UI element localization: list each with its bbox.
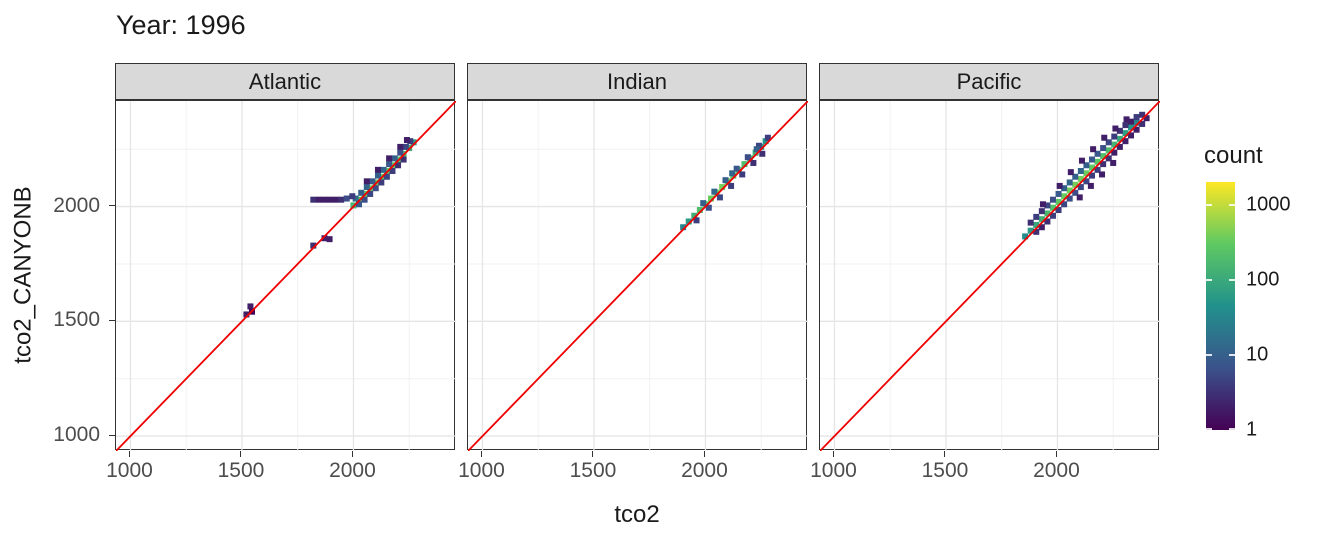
- x-tick-label: 2000: [681, 459, 728, 482]
- plot-panel: [115, 100, 456, 451]
- y-axis-tick: [109, 205, 115, 207]
- x-axis-tick: [703, 451, 705, 457]
- legend-title: count: [1204, 142, 1263, 169]
- panel-canvas: [820, 101, 1160, 451]
- facet-pacific: Pacific 1000 1500 2000: [810, 63, 1160, 493]
- colorbar-tick: [1206, 353, 1212, 356]
- y-tick-label: 1500: [53, 308, 100, 332]
- x-axis-tick: [832, 451, 834, 457]
- plot-panel: [467, 100, 808, 451]
- facet-atlantic: Atlantic 1000 1500 2000: [106, 63, 456, 493]
- x-tick-label: 1000: [810, 459, 857, 482]
- x-axis-tick: [944, 451, 946, 457]
- y-tick-label: 1000: [53, 423, 100, 447]
- y-axis-tick: [109, 319, 115, 321]
- facet-strip: Indian: [467, 63, 807, 100]
- x-tick-label: 1500: [921, 459, 969, 482]
- x-tick-label: 1500: [569, 459, 617, 482]
- y-axis-title-text: tco2_CANYONB: [10, 186, 37, 364]
- facet-strip-label: Pacific: [956, 68, 1022, 94]
- colorbar-gradient: [1206, 182, 1235, 430]
- x-axis-tick: [240, 451, 242, 457]
- facet-strip: Atlantic: [115, 63, 455, 100]
- colorbar-tick: [1229, 278, 1235, 281]
- x-axis-tick: [128, 451, 130, 457]
- panel-canvas: [468, 101, 808, 451]
- x-axis-tick: [1055, 451, 1057, 457]
- colorbar-tick-label: 10: [1246, 343, 1269, 366]
- x-tick-label: 1000: [458, 459, 505, 482]
- colorbar-tick-label: 1000: [1246, 193, 1291, 216]
- plot-title: Year: 1996: [116, 10, 246, 40]
- colorbar-tick: [1229, 353, 1235, 356]
- colorbar-tick: [1229, 428, 1235, 430]
- y-tick-label: 2000: [53, 193, 100, 217]
- y-axis-tick-labels: 1000 1500 2000: [38, 100, 106, 450]
- colorbar-tick: [1206, 203, 1212, 206]
- facet-strip-label: Atlantic: [248, 68, 322, 94]
- x-tick-label: 2000: [329, 459, 376, 482]
- colorbar-tick: [1206, 278, 1212, 281]
- x-axis-tick: [592, 451, 594, 457]
- y-axis-tick: [109, 434, 115, 436]
- facet-strip: Pacific: [819, 63, 1159, 100]
- x-axis-tick: [351, 451, 353, 457]
- y-axis-title: tco2_CANYONB: [6, 100, 42, 450]
- colorbar-tick-label: 100: [1246, 268, 1280, 291]
- facet-strip-label: Indian: [607, 68, 667, 94]
- x-tick-label: 1000: [106, 459, 153, 482]
- x-axis-title: tco2: [614, 501, 660, 528]
- colorbar-tick: [1229, 203, 1235, 206]
- colorbar-tick: [1206, 428, 1212, 430]
- legend: count 1000 100 10 1: [1202, 142, 1344, 452]
- x-tick-label: 2000: [1033, 459, 1080, 482]
- plot-panel: [819, 100, 1160, 451]
- panel-canvas: [116, 101, 456, 451]
- colorbar-tick-label: 1: [1246, 418, 1258, 441]
- x-axis-tick: [480, 451, 482, 457]
- facet-indian: Indian 1000 1500 2000: [458, 63, 808, 493]
- x-tick-label: 1500: [217, 459, 265, 482]
